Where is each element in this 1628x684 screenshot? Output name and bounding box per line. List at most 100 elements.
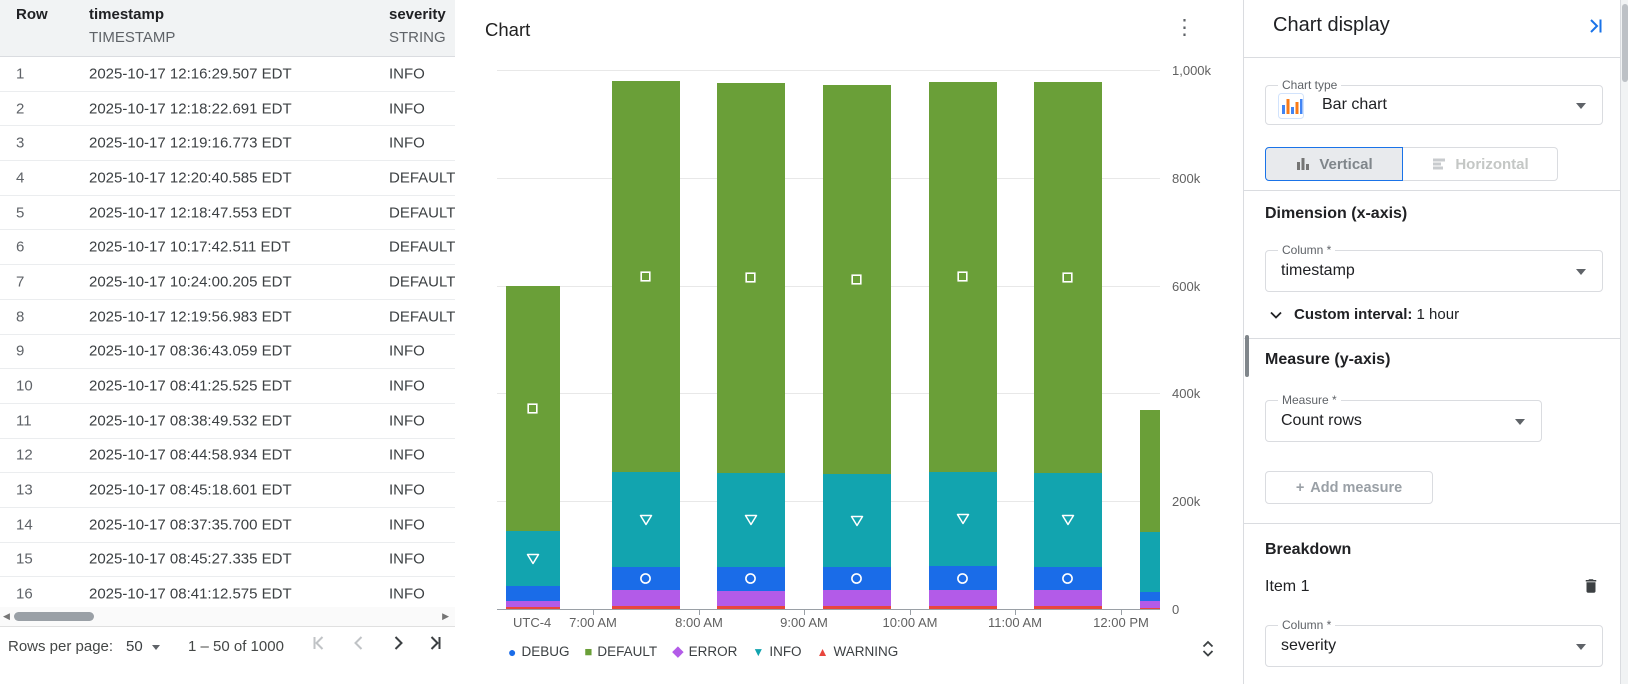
table-header-row: Row timestamp TIMESTAMP severity STRING [0,0,455,57]
next-page-button[interactable] [386,631,410,655]
chart-options-menu-button[interactable]: ⋮ [1174,15,1195,40]
bar-segment-error[interactable] [929,589,997,607]
panel-scrollbar-thumb[interactable] [1245,335,1249,377]
bar-segment-warning[interactable] [1034,606,1102,609]
bar-segment-warning[interactable] [929,606,997,609]
cell-timestamp: 2025-10-17 12:18:47.553 EDT [89,204,292,222]
y-axis-label: 200k [1172,494,1201,510]
last-page-button[interactable] [422,631,446,655]
square-marker-icon [1061,271,1075,284]
collapse-panel-button[interactable] [1585,16,1605,36]
bar-segment-debug[interactable] [717,566,785,591]
delete-breakdown-button[interactable] [1582,576,1600,601]
dimension-column-dropdown[interactable]: timestamp [1265,250,1603,292]
dimension-column-label: Column * [1278,243,1336,257]
column-header-timestamp[interactable]: timestamp [89,6,165,23]
scroll-right-icon[interactable]: ▶ [442,611,449,621]
dropdown-caret-icon [1576,269,1586,275]
cell-severity: INFO [389,516,425,534]
bar-segment-debug[interactable] [1034,566,1102,591]
cell-severity: DEFAULT [389,238,455,256]
pagination-range-label: 1 – 50 of 1000 [188,638,284,655]
bar-segment-warning[interactable] [506,606,560,609]
measure-label: Measure * [1278,393,1341,407]
y-axis-label: 400k [1172,386,1201,402]
table-row: 1 2025-10-17 12:16:29.507 EDT INFO [0,57,455,92]
bar-segment-error[interactable] [717,590,785,607]
section-divider [1244,190,1620,191]
triangle-down-marker-icon [526,552,540,565]
bar-segment-default[interactable] [1034,82,1102,473]
horizontal-orientation-button[interactable]: Horizontal [1403,147,1558,181]
legend-square-icon: ■ [584,644,593,659]
bar-segment-info[interactable] [1140,532,1160,592]
measure-value: Count rows [1281,412,1362,429]
axis-tick [804,609,805,615]
breakdown-column-dropdown[interactable]: severity [1265,625,1603,667]
cell-row-number: 4 [16,169,25,187]
window-scrollbar-thumb[interactable] [1621,4,1628,82]
bar-segment-info[interactable] [823,473,891,568]
table-row: 4 2025-10-17 12:20:40.585 EDT DEFAULT [0,161,455,196]
bar-segment-warning[interactable] [717,606,785,609]
bar-segment-info[interactable] [506,530,560,587]
bar-segment-error[interactable] [612,590,680,607]
bar-segment-error[interactable] [1034,590,1102,607]
add-measure-button[interactable]: + Add measure [1265,471,1433,504]
cell-severity: INFO [389,100,425,118]
bar-segment-default[interactable] [1140,409,1160,533]
cell-timestamp: 2025-10-17 08:37:35.700 EDT [89,516,292,534]
bar-segment-error[interactable] [506,601,560,607]
bar-segment-default[interactable] [612,80,680,472]
bar-segment-warning[interactable] [823,606,891,609]
bar-segment-debug[interactable] [612,566,680,591]
window-scrollbar[interactable] [1620,0,1628,684]
bar-segment-error[interactable] [1140,601,1160,608]
vertical-orientation-button[interactable]: Vertical [1265,147,1403,181]
horizontal-scrollbar-thumb[interactable] [14,612,94,621]
legend-item: ◆ ERROR [672,644,737,659]
bar-segment-default[interactable] [929,82,997,472]
column-header-severity[interactable]: severity [389,6,446,23]
bar-segment-default[interactable] [717,82,785,473]
cell-row-number: 2 [16,100,25,118]
table-row: 9 2025-10-17 08:36:43.059 EDT INFO [0,335,455,370]
scroll-left-icon[interactable]: ◀ [3,611,10,621]
bar-segment-default[interactable] [506,285,560,531]
bar-segment-debug[interactable] [506,586,560,602]
bar-segment-error[interactable] [823,590,891,607]
bar-segment-info[interactable] [612,471,680,567]
axis-tick [593,609,594,615]
first-page-button[interactable] [308,631,332,655]
square-marker-icon [956,270,970,283]
last-page-icon [430,636,441,650]
table-row: 13 2025-10-17 08:45:18.601 EDT INFO [0,473,455,508]
table-row: 7 2025-10-17 10:24:00.205 EDT DEFAULT [0,265,455,300]
rows-per-page-select[interactable]: 50 [126,638,143,655]
bar-segment-debug[interactable] [1140,591,1160,602]
horizontal-scrollbar[interactable]: ◀ ▶ [0,607,455,626]
cell-timestamp: 2025-10-17 08:44:58.934 EDT [89,446,292,464]
cell-severity: DEFAULT [389,169,455,187]
bar-segment-debug[interactable] [929,566,997,590]
bar-segment-default[interactable] [823,85,891,474]
legend-item: ▼ INFO [752,644,801,659]
vertical-scrollbar[interactable]: ▲ ▼ [455,0,468,684]
bar-segment-info[interactable] [1034,472,1102,567]
bar-segment-warning[interactable] [612,606,680,609]
cell-row-number: 8 [16,308,25,326]
x-axis-label: 7:00 AM [569,615,617,630]
column-type-timestamp: TIMESTAMP [89,29,176,46]
previous-page-button[interactable] [347,631,371,655]
measure-heading: Measure (y-axis) [1265,351,1391,368]
bar-segment-debug[interactable] [823,567,891,591]
trash-icon [1585,579,1597,593]
measure-dropdown[interactable]: Count rows [1265,400,1542,442]
bar-segment-info[interactable] [929,471,997,567]
custom-interval-toggle[interactable]: Custom interval: 1 hour [1268,306,1459,323]
bar-segment-info[interactable] [717,472,785,567]
expand-chart-button[interactable] [1200,640,1216,663]
chart-type-value: Bar chart [1322,96,1387,113]
circle-marker-icon [744,572,758,585]
bar-segment-warning[interactable] [1140,607,1160,609]
